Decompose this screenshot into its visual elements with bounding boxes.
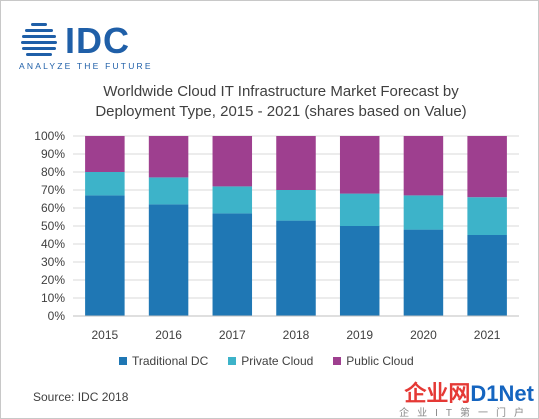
legend: Traditional DC Private Cloud Public Cloud xyxy=(119,354,414,368)
bar-segment-1 xyxy=(148,204,189,316)
chart-title-line2: Deployment Type, 2015 - 2021 (shares bas… xyxy=(95,103,467,120)
bar-segment-3 xyxy=(212,136,253,187)
legend-item: Private Cloud xyxy=(228,354,313,368)
watermark-text-red: 企业网 xyxy=(404,381,471,406)
y-tick-label: 90% xyxy=(41,147,65,161)
d1net-watermark: 企业网D1Net 企业IT第一门户 xyxy=(364,376,534,419)
y-tick-label: 0% xyxy=(48,309,66,323)
x-tick-label: 2021 xyxy=(474,328,501,342)
legend-swatch xyxy=(119,357,127,365)
y-tick-label: 60% xyxy=(41,201,65,215)
bar-segment-2 xyxy=(339,193,380,226)
y-tick-label: 50% xyxy=(41,219,65,233)
bar-segment-1 xyxy=(85,195,125,316)
y-tick-label: 80% xyxy=(41,165,65,179)
y-tick-label: 100% xyxy=(34,129,65,143)
chart-title-line1: Worldwide Cloud IT Infrastructure Market… xyxy=(103,83,459,100)
watermark-text-blue: D1Net xyxy=(470,381,534,406)
bar-segment-2 xyxy=(148,177,189,205)
y-tick-label: 20% xyxy=(41,273,65,287)
bar-segment-2 xyxy=(403,195,444,230)
idc-globe-icon xyxy=(21,23,57,56)
legend-label: Public Cloud xyxy=(346,354,414,368)
y-tick-label: 10% xyxy=(41,291,65,305)
legend-swatch xyxy=(228,357,237,365)
legend-item: Traditional DC xyxy=(119,354,208,368)
x-tick-label: 2018 xyxy=(283,328,310,342)
x-tick-label: 2019 xyxy=(346,328,373,342)
bar-segment-1 xyxy=(339,226,380,316)
watermark-subtitle: 企业IT第一门户 xyxy=(399,408,532,419)
idc-logo: IDC ANALYZE THE FUTURE xyxy=(19,20,151,72)
bar-segment-3 xyxy=(148,136,189,178)
bar-segment-1 xyxy=(276,220,316,316)
bar-segment-3 xyxy=(403,136,444,196)
x-tick-label: 2017 xyxy=(219,328,246,342)
x-tick-label: 2016 xyxy=(155,328,182,342)
legend-label: Traditional DC xyxy=(132,354,209,368)
bar-segment-2 xyxy=(467,197,507,235)
legend-swatch xyxy=(333,357,342,365)
bar-segment-3 xyxy=(467,136,507,198)
source-note: Source: IDC 2018 xyxy=(33,390,129,404)
legend-item: Public Cloud xyxy=(333,354,414,368)
y-tick-label: 70% xyxy=(41,183,65,197)
bar-segment-3 xyxy=(85,136,125,172)
bar-segment-2 xyxy=(85,172,125,196)
x-tick-label: 2020 xyxy=(410,328,437,342)
stacked-bar-chart: 0% 10% 20% 30% 40% 50% 60% 70% 80% 90% 100% 2015 201… xyxy=(34,129,519,342)
bar-segment-2 xyxy=(276,190,316,221)
x-tick-label: 2015 xyxy=(92,328,119,342)
bar-segment-3 xyxy=(276,136,316,190)
y-tick-label: 40% xyxy=(41,237,65,251)
idc-wordmark: IDC xyxy=(65,20,130,61)
bar-segment-1 xyxy=(467,235,507,316)
bar-segment-1 xyxy=(403,229,444,316)
bar-segment-2 xyxy=(212,186,253,214)
bar-segment-3 xyxy=(339,136,380,194)
legend-label: Private Cloud xyxy=(241,354,314,368)
idc-tagline: ANALYZE THE FUTURE xyxy=(19,61,153,71)
bar-segment-1 xyxy=(212,213,253,316)
y-tick-label: 30% xyxy=(41,255,65,269)
